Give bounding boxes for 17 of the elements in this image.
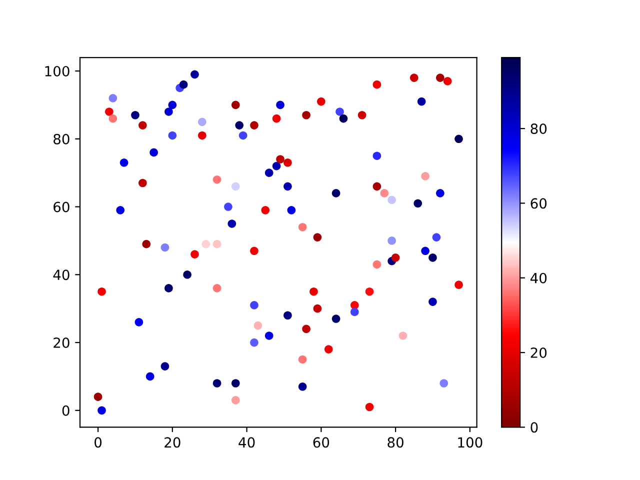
x-tick-label: 20 [164, 437, 180, 448]
x-tick-label: 100 [458, 437, 482, 448]
y-tick-label: 20 [54, 337, 70, 348]
x-tick-label: 0 [94, 437, 102, 448]
y-tick-label: 60 [54, 202, 70, 212]
y-tick-label: 0 [62, 405, 70, 416]
color-bar-label: 80 [530, 124, 547, 134]
y-tick-label: 40 [53, 270, 70, 280]
x-tick-label: 40 [238, 437, 255, 448]
color-bar-label: 40 [530, 272, 547, 284]
y-tick-label: 80 [54, 134, 70, 144]
x-tick-label: 80 [388, 437, 404, 448]
color-bar-label: 20 [530, 348, 547, 358]
y-tick-label: 100 [45, 66, 70, 76]
x-tick-label: 60 [313, 437, 330, 448]
color-bar-label: 0 [530, 422, 538, 433]
color-bar-label: 60 [530, 198, 547, 209]
